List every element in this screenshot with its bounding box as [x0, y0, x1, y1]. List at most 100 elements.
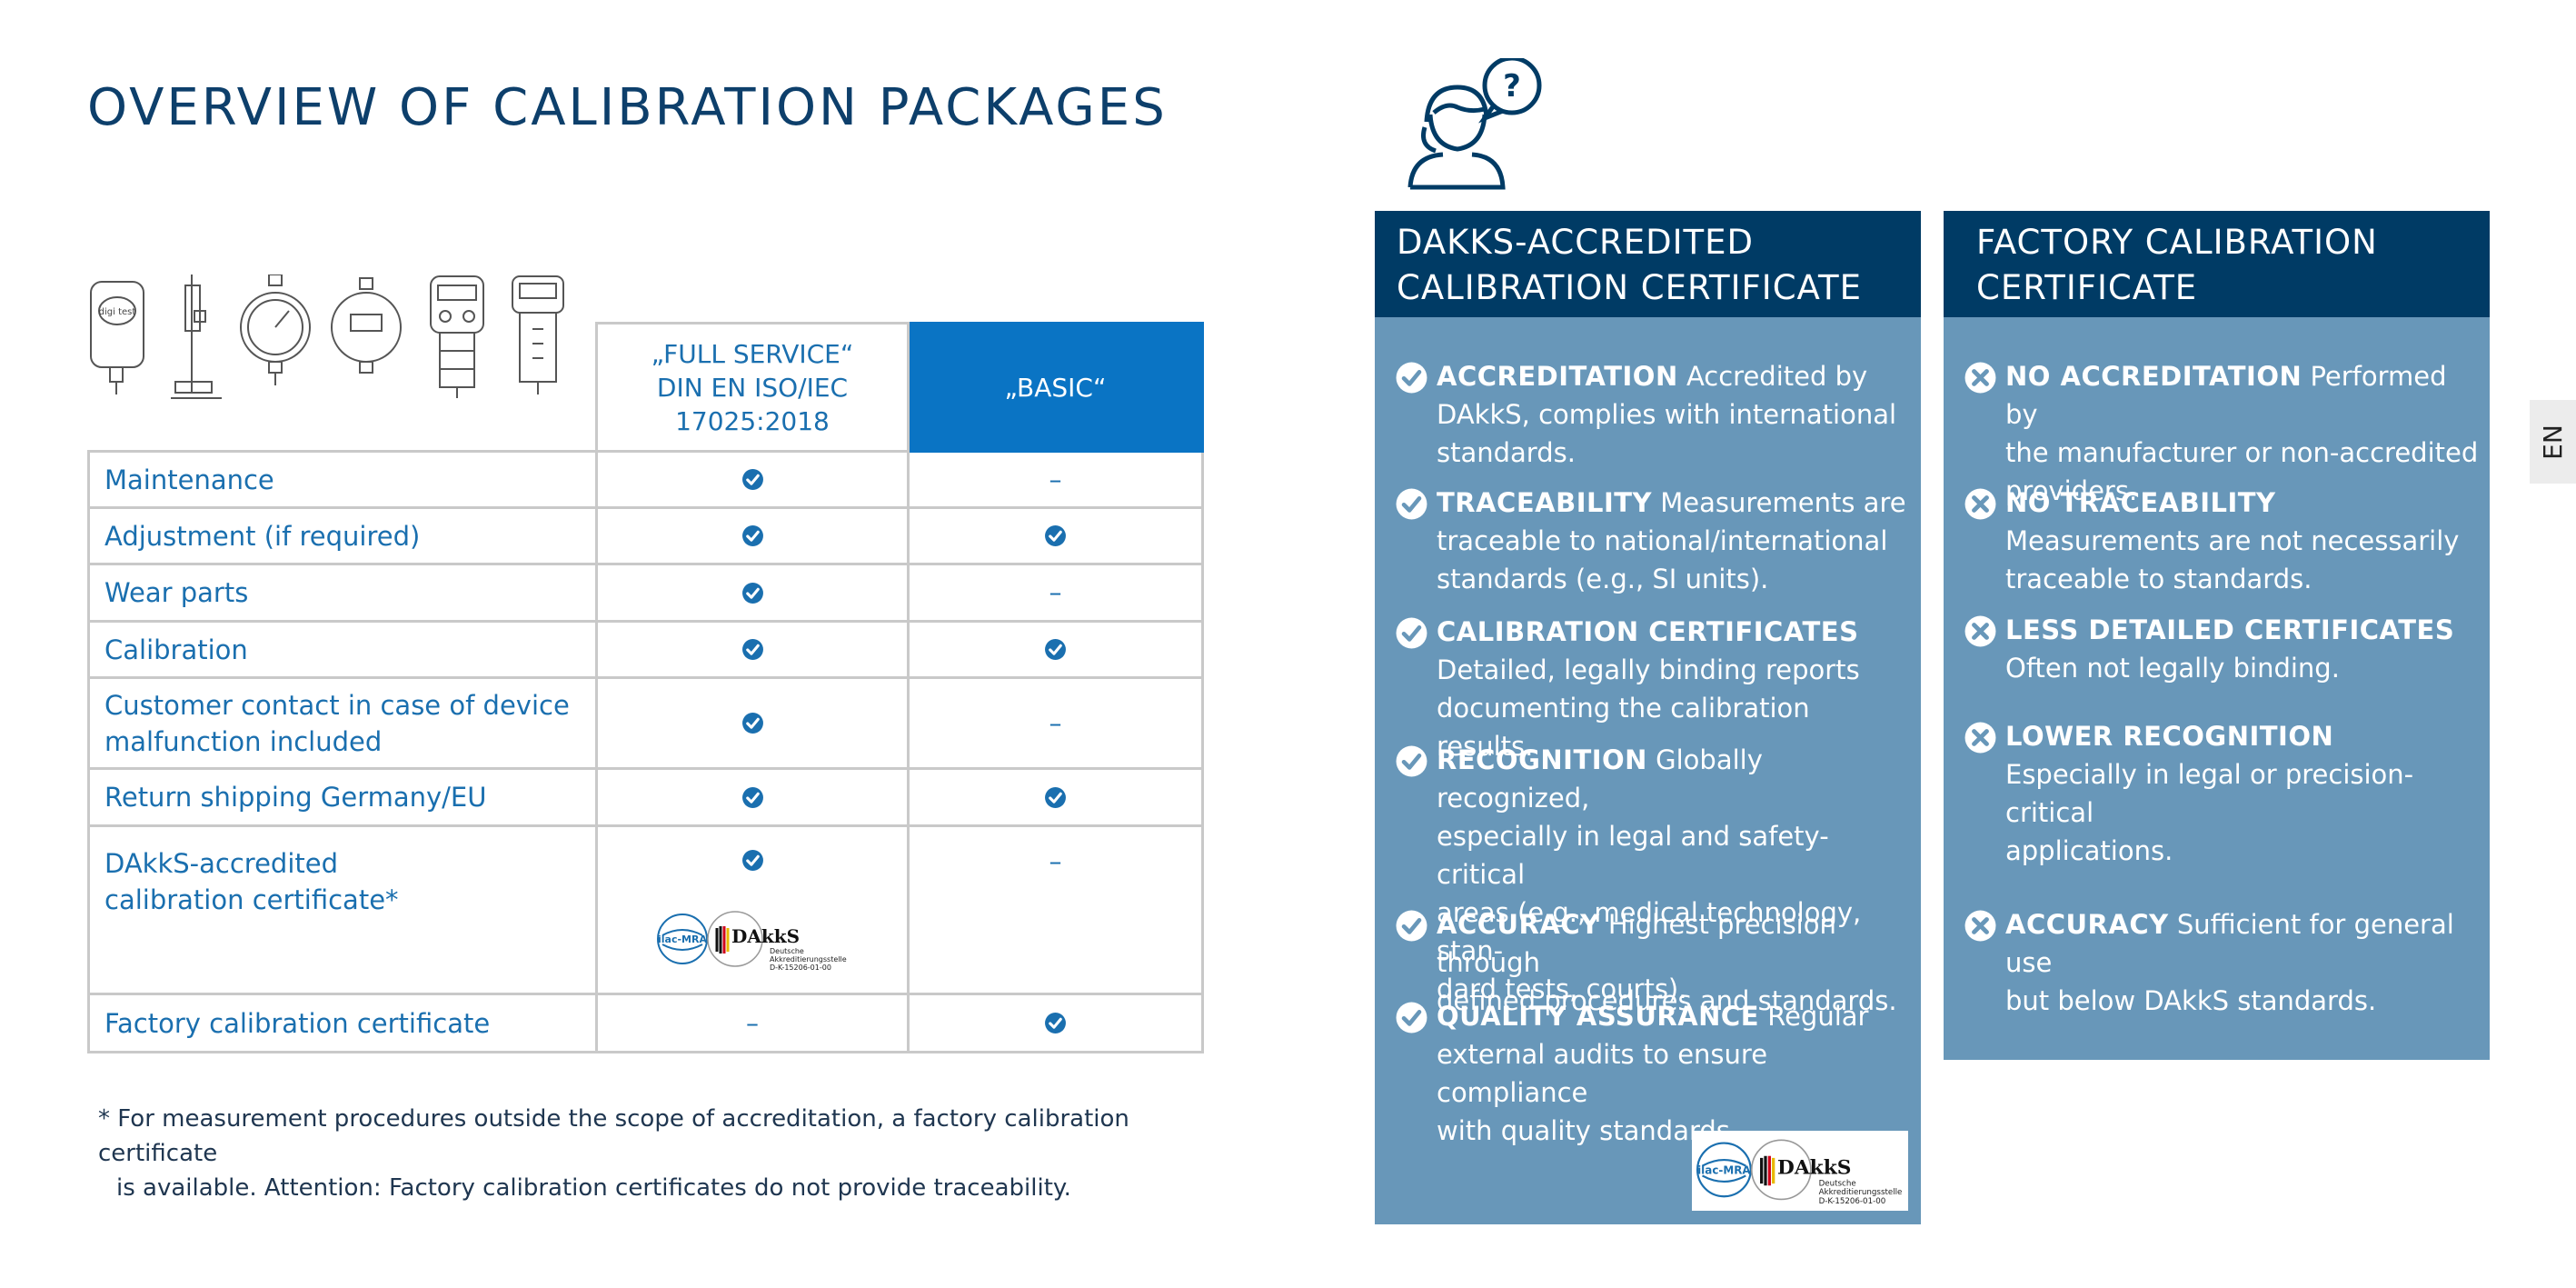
- list-item: CALIBRATION CERTIFICATES Detailed, legall…: [1395, 613, 1912, 765]
- list-item-heading: LOWER RECOGNITION: [2005, 721, 2334, 752]
- dash-mark: –: [1049, 577, 1062, 607]
- white-check-circle-icon: [1396, 617, 1427, 649]
- cell-basic: [907, 620, 1204, 679]
- list-item-heading: TRACEABILITY: [1437, 487, 1653, 518]
- list-item: LESS DETAILED CERTIFICATES Often not lega…: [1964, 611, 2481, 687]
- x-circle-icon: [1964, 362, 1996, 394]
- table-row: DAkkS-accredited calibration certificate…: [87, 824, 1204, 995]
- row-label-factory-certificate: Factory calibration certificate: [87, 993, 598, 1053]
- cell-basic: –: [907, 676, 1204, 770]
- list-item: ACCREDITATION Accredited by DAkkS, compli…: [1395, 357, 1912, 472]
- row-label-maintenance: Maintenance: [87, 450, 598, 509]
- list-item: LOWER RECOGNITION Especially in legal or …: [1964, 717, 2481, 870]
- list-item-heading: ACCURACY: [2005, 909, 2169, 940]
- dash-mark: –: [1049, 846, 1062, 876]
- table-row: Factory calibration certificate –: [87, 993, 1204, 1053]
- cell-full: [595, 676, 910, 770]
- white-check-circle-icon: [1396, 362, 1427, 394]
- list-item: ACCURACY Sufficient for general use but b…: [1964, 905, 2481, 1020]
- row-label-wear-parts: Wear parts: [87, 563, 598, 623]
- list-item-heading: RECOGNITION: [1437, 744, 1647, 775]
- white-check-circle-icon: [1396, 1002, 1427, 1033]
- list-item-text: CALIBRATION CERTIFICATES Detailed, legall…: [1437, 616, 1860, 762]
- white-check-circle-icon: [1396, 488, 1427, 520]
- cell-basic: [907, 506, 1204, 565]
- table-row: Wear parts –: [87, 563, 1204, 623]
- row-label-return-shipping: Return shipping Germany/EU: [87, 767, 598, 827]
- cell-full: [595, 450, 910, 509]
- svg-text:D-K-15206-01-00: D-K-15206-01-00: [1819, 1197, 1886, 1205]
- dakks-panel-header: DAKKS-ACCREDITED CALIBRATION CERTIFICATE: [1375, 211, 1921, 317]
- svg-text:?: ?: [1503, 68, 1521, 105]
- row-label-dakks-certificate: DAkkS-accredited calibration certificate…: [87, 824, 598, 995]
- factory-panel: FACTORY CALIBRATION CERTIFICATE NO ACCRE…: [1944, 211, 2490, 1060]
- row-label-adjustment: Adjustment (if required): [87, 506, 598, 565]
- check-circle-icon: [741, 639, 763, 660]
- white-check-circle-icon: [1396, 745, 1427, 777]
- list-item-text: ACCREDITATION Accredited by DAkkS, compli…: [1437, 361, 1897, 468]
- list-item-text: LOWER RECOGNITION Especially in legal or …: [2005, 721, 2414, 866]
- list-item: NO TRACEABILITY Measurements are not nece…: [1964, 484, 2481, 598]
- list-item-heading: NO TRACEABILITY: [2005, 487, 2276, 518]
- list-item-text: NO TRACEABILITY Measurements are not nece…: [2005, 487, 2460, 594]
- language-tab-label: EN: [2537, 424, 2568, 460]
- check-circle-icon: [741, 582, 763, 604]
- factory-panel-header: FACTORY CALIBRATION CERTIFICATE: [1944, 211, 2490, 317]
- language-tab[interactable]: EN: [2530, 400, 2576, 484]
- table-header-row: „FULL SERVICE“ DIN EN ISO/IEC 17025:2018…: [88, 322, 1204, 453]
- list-item-heading: LESS DETAILED CERTIFICATES: [2005, 614, 2455, 645]
- page-title: OVERVIEW OF CALIBRATION PACKAGES: [87, 78, 1168, 137]
- check-circle-icon: [741, 525, 763, 546]
- list-item-text: ACCURACY Sufficient for general use but b…: [2005, 909, 2454, 1016]
- svg-text:ilac-MRA: ilac-MRA: [1697, 1163, 1751, 1176]
- x-circle-icon: [1964, 488, 1996, 520]
- list-item-heading: ACCURACY: [1437, 909, 1600, 940]
- check-circle-icon: [741, 786, 763, 808]
- list-item: QUALITY ASSURANCE Regular external audits…: [1395, 997, 1912, 1150]
- check-circle-icon: [1045, 786, 1066, 808]
- list-item-heading: QUALITY ASSURANCE: [1437, 1001, 1759, 1032]
- column-header-basic: „BASIC“: [907, 322, 1204, 453]
- column-header-full-service: „FULL SERVICE“ DIN EN ISO/IEC 17025:2018: [595, 322, 910, 453]
- list-item: RECOGNITION Globally recognized, especial…: [1395, 741, 1912, 1008]
- devices-brand-text: digi test: [99, 307, 136, 317]
- dash-mark: –: [1049, 707, 1062, 738]
- svg-text:Deutsche: Deutsche: [770, 947, 804, 955]
- cell-basic: [907, 993, 1204, 1053]
- x-circle-icon: [1964, 615, 1996, 647]
- svg-text:D-K-15206-01-00: D-K-15206-01-00: [770, 964, 831, 972]
- check-circle-icon: [1045, 1013, 1066, 1033]
- check-circle-icon: [1045, 525, 1066, 546]
- x-circle-icon: [1964, 722, 1996, 754]
- cell-basic: [907, 767, 1204, 827]
- cell-full: –: [595, 993, 910, 1053]
- cell-full: [595, 506, 910, 565]
- dash-mark: –: [746, 1007, 759, 1038]
- footnote: * For measurement procedures outside the…: [98, 1105, 1129, 1202]
- list-item-text: QUALITY ASSURANCE Regular external audits…: [1437, 1001, 1869, 1146]
- x-circle-icon: [1964, 910, 1996, 942]
- list-item-text: NO ACCREDITATION Performed by the manufac…: [2005, 361, 2479, 506]
- factory-panel-title: FACTORY CALIBRATION CERTIFICATE: [1976, 223, 2378, 307]
- list-item-text: LESS DETAILED CERTIFICATES Often not lega…: [2005, 614, 2455, 684]
- dakks-panel-title: DAKKS-ACCREDITED CALIBRATION CERTIFICATE: [1397, 223, 1862, 307]
- cell-full: [595, 620, 910, 679]
- check-circle-icon: [741, 469, 763, 490]
- row-label-customer-contact: Customer contact in case of device malfu…: [87, 676, 598, 770]
- cell-full: [595, 767, 910, 827]
- svg-text:Akkreditierungsstelle: Akkreditierungsstelle: [770, 955, 847, 964]
- list-item: TRACEABILITY Measurements are traceable t…: [1395, 484, 1912, 598]
- svg-text:ilac-MRA: ilac-MRA: [658, 934, 707, 945]
- list-item-heading: ACCREDITATION: [1437, 361, 1678, 392]
- list-item-heading: CALIBRATION CERTIFICATES: [1437, 616, 1859, 647]
- ilac-dakks-logo: ilac-MRA DAkkS Deutsche Akkreditierungss…: [657, 911, 847, 972]
- check-circle-icon: [741, 850, 763, 871]
- cell-full: [595, 563, 910, 623]
- svg-text:Deutsche: Deutsche: [1819, 1179, 1856, 1188]
- person-question-icon: ?: [1407, 58, 1542, 190]
- cell-basic: –: [907, 824, 1204, 995]
- svg-text:DAkkS: DAkkS: [1777, 1156, 1851, 1179]
- list-item-text: ACCURACY Highest precision through define…: [1437, 909, 1897, 1016]
- table-row: Calibration: [87, 620, 1204, 679]
- row-label-calibration: Calibration: [87, 620, 598, 679]
